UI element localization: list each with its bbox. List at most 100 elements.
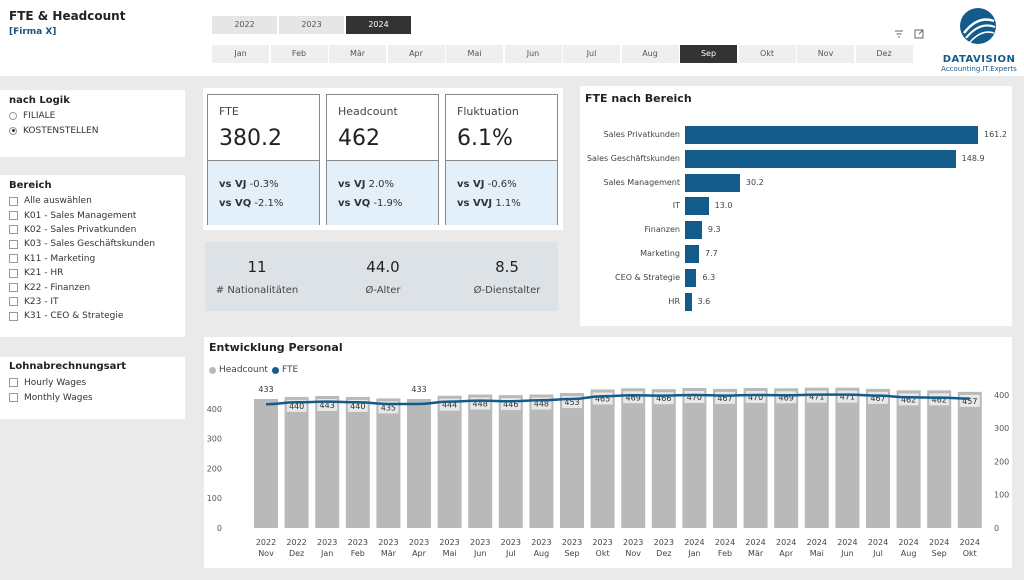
page-title: FTE & Headcount bbox=[9, 9, 126, 23]
month-button-Sep[interactable]: Sep bbox=[680, 45, 737, 63]
bar[interactable] bbox=[685, 197, 709, 216]
bereich-option[interactable]: K01 - Sales Management bbox=[9, 208, 185, 222]
headcount-bar[interactable] bbox=[866, 388, 890, 528]
x-tick-month: Apr bbox=[779, 549, 794, 558]
checkbox-icon[interactable] bbox=[9, 225, 18, 235]
checkbox-icon[interactable] bbox=[9, 268, 18, 278]
month-button-Jul[interactable]: Jul bbox=[563, 45, 620, 63]
month-button-Aug[interactable]: Aug bbox=[621, 45, 679, 63]
checkbox-icon[interactable] bbox=[9, 283, 18, 293]
month-button-Jan[interactable]: Jan bbox=[212, 45, 269, 63]
kpi-card: Fluktuation 6.1% vs VJ -0.6% vs VVJ 1.1% bbox=[445, 94, 558, 225]
headcount-bar[interactable] bbox=[957, 391, 982, 528]
month-button-Okt[interactable]: Okt bbox=[738, 45, 796, 63]
radio-icon[interactable] bbox=[9, 126, 17, 135]
checkbox-icon[interactable] bbox=[9, 239, 18, 249]
headcount-bar[interactable] bbox=[407, 399, 431, 528]
month-button-Jun[interactable]: Jun bbox=[504, 45, 562, 63]
expand-icon[interactable] bbox=[913, 25, 925, 39]
bar-value-label: 443 bbox=[320, 401, 335, 410]
headcount-bar[interactable] bbox=[529, 394, 554, 528]
headcount-bar[interactable] bbox=[254, 399, 278, 528]
checkbox-icon[interactable] bbox=[9, 196, 18, 206]
option-label: K21 - HR bbox=[24, 268, 64, 279]
x-tick-month: Okt bbox=[963, 549, 977, 558]
legend-fte[interactable]: FTE bbox=[281, 365, 299, 375]
headcount-bar[interactable] bbox=[713, 388, 737, 528]
bereich-option[interactable]: K22 - Finanzen bbox=[9, 280, 185, 294]
bar-value-label: 6.3 bbox=[702, 272, 716, 282]
bar[interactable] bbox=[685, 292, 692, 311]
month-button-Dez[interactable]: Dez bbox=[855, 45, 913, 63]
bar[interactable] bbox=[685, 268, 697, 287]
year-button-2024[interactable]: 2024 bbox=[346, 16, 411, 34]
bereich-option[interactable]: K31 - CEO & Strategie bbox=[9, 309, 185, 323]
checkbox-icon[interactable] bbox=[9, 311, 18, 321]
headcount-bar[interactable] bbox=[590, 389, 615, 528]
headcount-bar[interactable] bbox=[345, 396, 370, 528]
fte-line[interactable] bbox=[265, 393, 970, 406]
checkbox-icon[interactable] bbox=[9, 297, 18, 307]
headcount-bar[interactable] bbox=[927, 390, 952, 528]
bar[interactable] bbox=[685, 149, 956, 168]
kpi-value: 462 bbox=[338, 126, 380, 151]
bar[interactable] bbox=[685, 245, 699, 263]
x-tick-year: 2023 bbox=[378, 538, 398, 547]
checkbox-icon[interactable] bbox=[9, 393, 18, 402]
headcount-bar[interactable] bbox=[376, 398, 401, 528]
headcount-bar[interactable] bbox=[743, 387, 768, 528]
headcount-bar[interactable] bbox=[468, 394, 493, 528]
headcount-bar[interactable] bbox=[774, 388, 799, 528]
year-button-2023[interactable]: 2023 bbox=[279, 16, 344, 34]
month-button-Nov[interactable]: Nov bbox=[797, 45, 854, 63]
bereich-option[interactable]: K11 - Marketing bbox=[9, 252, 185, 266]
bereich-option[interactable]: K21 - HR bbox=[9, 266, 185, 280]
lohn-option[interactable]: Monthly Wages bbox=[9, 390, 185, 405]
stat-label: Ø-Alter bbox=[365, 285, 401, 296]
y-right-tick: 200 bbox=[994, 457, 1009, 466]
headcount-bar[interactable] bbox=[896, 390, 921, 528]
legend-headcount[interactable]: Headcount bbox=[219, 365, 268, 375]
lohn-option[interactable]: Hourly Wages bbox=[9, 375, 185, 390]
headcount-bar[interactable] bbox=[621, 388, 646, 528]
bereich-option[interactable]: K02 - Sales Privatkunden bbox=[9, 223, 185, 237]
checkbox-icon[interactable] bbox=[9, 254, 18, 264]
legend-fte-marker bbox=[271, 366, 279, 374]
x-tick-month: Jan bbox=[687, 549, 700, 558]
checkbox-icon[interactable] bbox=[9, 378, 18, 387]
bar[interactable] bbox=[685, 221, 702, 240]
year-button-2022[interactable]: 2022 bbox=[212, 16, 277, 34]
radio-icon[interactable] bbox=[9, 112, 17, 121]
bar-value-label: 471 bbox=[809, 393, 824, 402]
bar[interactable] bbox=[685, 126, 978, 144]
chart-title: Entwicklung Personal bbox=[209, 341, 343, 354]
month-button-Feb[interactable]: Feb bbox=[270, 45, 328, 63]
x-tick-month: Mär bbox=[748, 549, 764, 558]
headcount-bar[interactable] bbox=[804, 387, 829, 528]
headcount-bar[interactable] bbox=[682, 387, 707, 528]
headcount-bar[interactable] bbox=[651, 389, 676, 528]
month-button-Apr[interactable]: Apr bbox=[387, 45, 445, 63]
bereich-option[interactable]: K03 - Sales Geschäftskunden bbox=[9, 237, 185, 251]
headcount-bar[interactable] bbox=[437, 395, 462, 528]
logik-option[interactable]: KOSTENSTELLEN bbox=[9, 123, 185, 137]
logik-option[interactable]: FILIALE bbox=[9, 109, 185, 123]
bar[interactable] bbox=[685, 173, 740, 192]
checkbox-icon[interactable] bbox=[9, 211, 18, 221]
compare-value: -2.1% bbox=[251, 198, 284, 209]
headcount-bar[interactable] bbox=[315, 396, 340, 528]
headcount-bar[interactable] bbox=[284, 396, 309, 528]
bereich-option[interactable]: Alle auswählen bbox=[9, 194, 185, 208]
month-button-Mär[interactable]: Mär bbox=[329, 45, 386, 63]
headcount-bar[interactable] bbox=[498, 395, 523, 528]
compare-label: vs VQ bbox=[219, 198, 252, 209]
headcount-bar[interactable] bbox=[835, 387, 860, 528]
bereich-option[interactable]: K23 - IT bbox=[9, 295, 185, 309]
x-tick-month: Jun bbox=[840, 549, 854, 558]
kpi-card: Headcount 462 vs VJ 2.0% vs VQ -1.9% bbox=[326, 94, 439, 225]
filter-icon[interactable] bbox=[893, 25, 905, 38]
month-button-Mai[interactable]: Mai bbox=[446, 45, 503, 63]
stat-label: # Nationalitäten bbox=[215, 285, 299, 296]
bar-label: Sales Geschäftskunden bbox=[586, 153, 680, 163]
headcount-bar[interactable] bbox=[560, 393, 584, 528]
